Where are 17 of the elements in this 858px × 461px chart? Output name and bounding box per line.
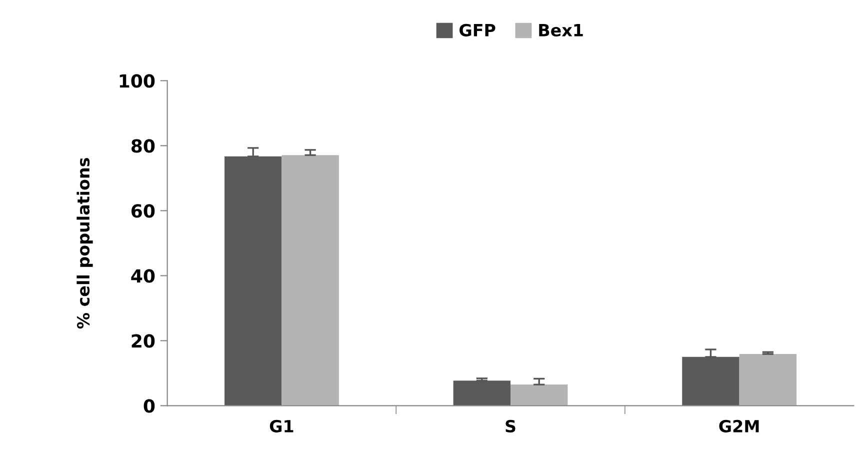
legend-label: GFP (460, 24, 496, 36)
y-tick-label: 100 (120, 74, 155, 88)
y-tick-label: 0 (144, 399, 155, 413)
bar (510, 384, 568, 406)
x-tick-label: S (506, 420, 516, 432)
bar (682, 356, 740, 406)
bar (739, 354, 797, 406)
y-tick-label: 20 (132, 334, 155, 348)
x-tick-label: G1 (270, 420, 294, 432)
bar (282, 155, 339, 406)
y-tick-label: 80 (131, 139, 155, 153)
y-tick-label: 40 (131, 269, 155, 283)
y-tick-label: 60 (132, 204, 155, 218)
bar (453, 380, 511, 406)
legend-label: Bex1 (539, 24, 583, 36)
y-axis-title: % cell populations (76, 158, 93, 329)
x-tick-label: G2M (719, 420, 759, 432)
